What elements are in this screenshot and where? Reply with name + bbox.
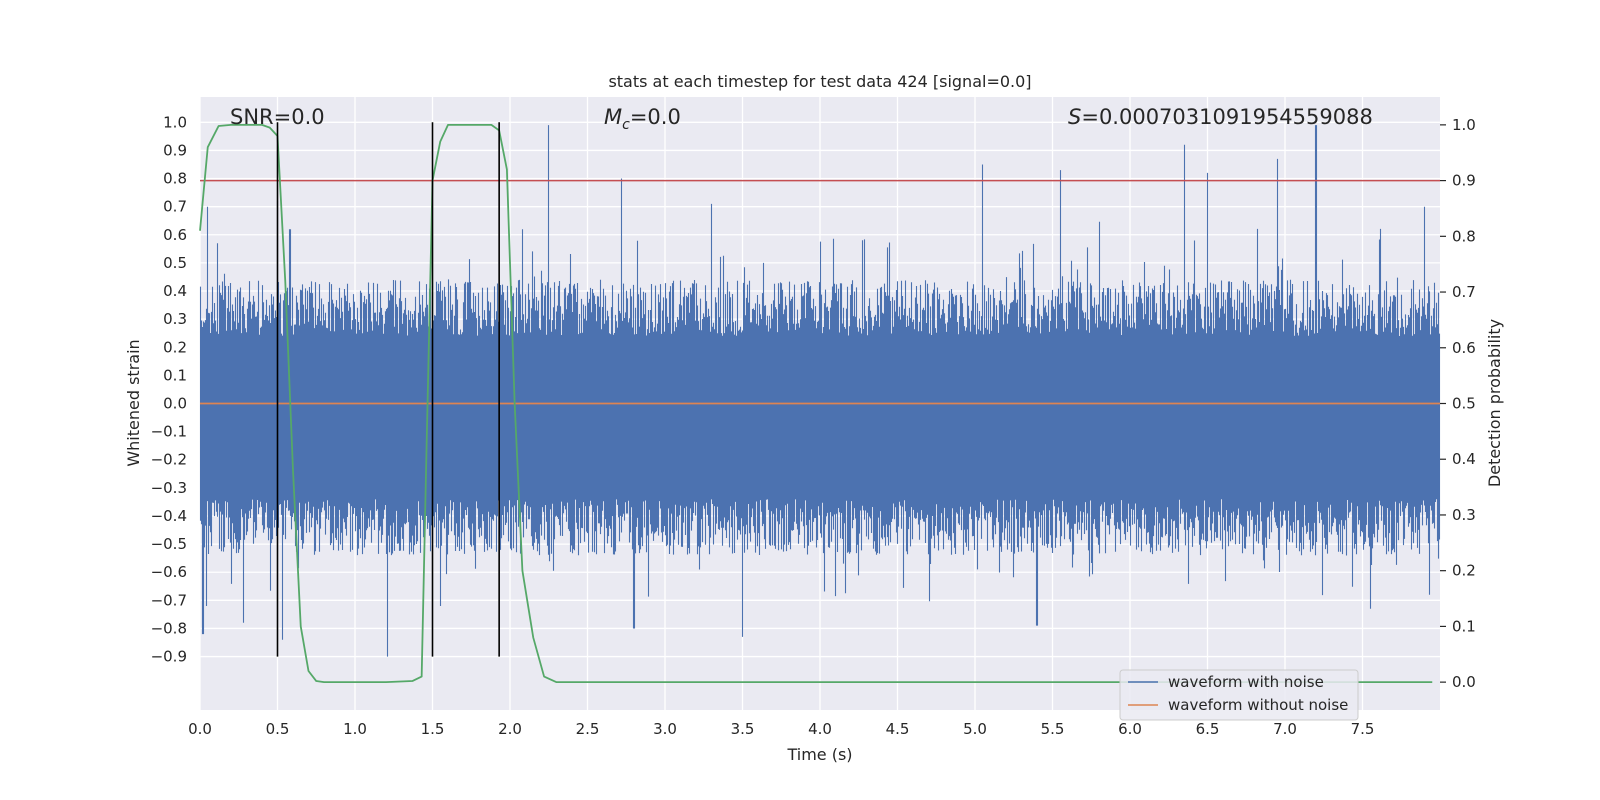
legend-label-waveform-with-noise: waveform with noise — [1168, 673, 1324, 691]
y2-tick-label: 0.1 — [1452, 617, 1476, 635]
y-tick-label: 0.2 — [163, 338, 187, 356]
y2-tick-label: 0.5 — [1452, 395, 1476, 413]
x-tick-label: 1.5 — [421, 720, 445, 738]
x-tick-label: 4.0 — [808, 720, 832, 738]
y-tick-label: 0.8 — [163, 170, 187, 188]
y2-tick-label: 0.6 — [1452, 339, 1476, 357]
y2-tick-label: 0.2 — [1452, 562, 1476, 580]
x-tick-label: 5.0 — [963, 720, 987, 738]
y2-tick-label: 0.0 — [1452, 673, 1476, 691]
y2-tick-label: 0.3 — [1452, 506, 1476, 524]
y-tick-label: 0.6 — [163, 226, 187, 244]
y-tick-label: −0.4 — [151, 507, 187, 525]
x-tick-label: 7.5 — [1351, 720, 1375, 738]
y2-axis-label: Detection probability — [1485, 319, 1504, 487]
x-axis-label: Time (s) — [786, 745, 852, 764]
y-tick-label: −0.3 — [151, 479, 187, 497]
y-tick-label: 0.1 — [163, 366, 187, 384]
y-tick-label: 1.0 — [163, 113, 187, 131]
y-tick-label: −0.5 — [151, 535, 187, 553]
y-tick-label: 0.7 — [163, 198, 187, 216]
y2-tick-label: 1.0 — [1452, 116, 1476, 134]
x-tick-label: 2.0 — [498, 720, 522, 738]
score-value: =0.0007031091954559088 — [1081, 105, 1373, 129]
legend-box — [1119, 669, 1359, 721]
axes-ticks: 0.0 0.5 1.0 1.5 2.0 2.5 3.0 3.5 4.0 4.5 5.0 5.5 6.0 6… — [151, 113, 1476, 738]
chirp-mass-annotation: Mc=0.0 — [604, 105, 681, 133]
chirp-mass-symbol: M — [604, 105, 622, 129]
y-tick-label: 0.5 — [163, 254, 187, 272]
y-tick-label: 0.3 — [163, 310, 187, 328]
chirp-mass-subscript: c — [622, 117, 630, 133]
y-tick-label: −0.1 — [151, 423, 187, 441]
x-tick-label: 6.5 — [1196, 720, 1220, 738]
y-tick-label: 0.0 — [163, 395, 187, 413]
y2-tick-label: 0.4 — [1452, 450, 1476, 468]
y-axis-label: Whitened strain — [124, 339, 143, 466]
x-tick-label: 3.0 — [653, 720, 677, 738]
score-symbol: S — [1068, 105, 1081, 129]
y-tick-label: 0.9 — [163, 141, 187, 159]
score-annotation: S=0.0007031091954559088 — [1068, 105, 1373, 129]
legend: waveform with noise waveform without noi… — [1119, 669, 1359, 721]
x-tick-label: 0.5 — [266, 720, 290, 738]
x-tick-label: 5.5 — [1041, 720, 1065, 738]
x-tick-label: 6.0 — [1118, 720, 1142, 738]
y2-tick-label: 0.8 — [1452, 227, 1476, 245]
x-tick-label: 3.5 — [731, 720, 755, 738]
y-tick-label: −0.9 — [151, 648, 187, 666]
y-tick-label: −0.7 — [151, 591, 187, 609]
legend-label-waveform-without-noise: waveform without noise — [1168, 696, 1348, 714]
x-tick-label: 2.5 — [576, 720, 600, 738]
chart-title: stats at each timestep for test data 424… — [608, 72, 1031, 91]
y-tick-label: −0.8 — [151, 619, 187, 637]
line-series-layer — [199, 122, 1440, 684]
x-tick-label: 4.5 — [886, 720, 910, 738]
x-tick-label: 7.0 — [1273, 720, 1297, 738]
y2-tick-label: 0.9 — [1452, 172, 1476, 190]
y-tick-label: 0.4 — [163, 282, 187, 300]
x-tick-label: 1.0 — [343, 720, 367, 738]
y2-tick-label: 0.7 — [1452, 283, 1476, 301]
y-tick-label: −0.2 — [151, 451, 187, 469]
y-tick-label: −0.6 — [151, 563, 187, 581]
snr-annotation: SNR=0.0 — [230, 105, 325, 129]
x-tick-label: 0.0 — [188, 720, 212, 738]
chirp-mass-value: =0.0 — [630, 105, 681, 129]
